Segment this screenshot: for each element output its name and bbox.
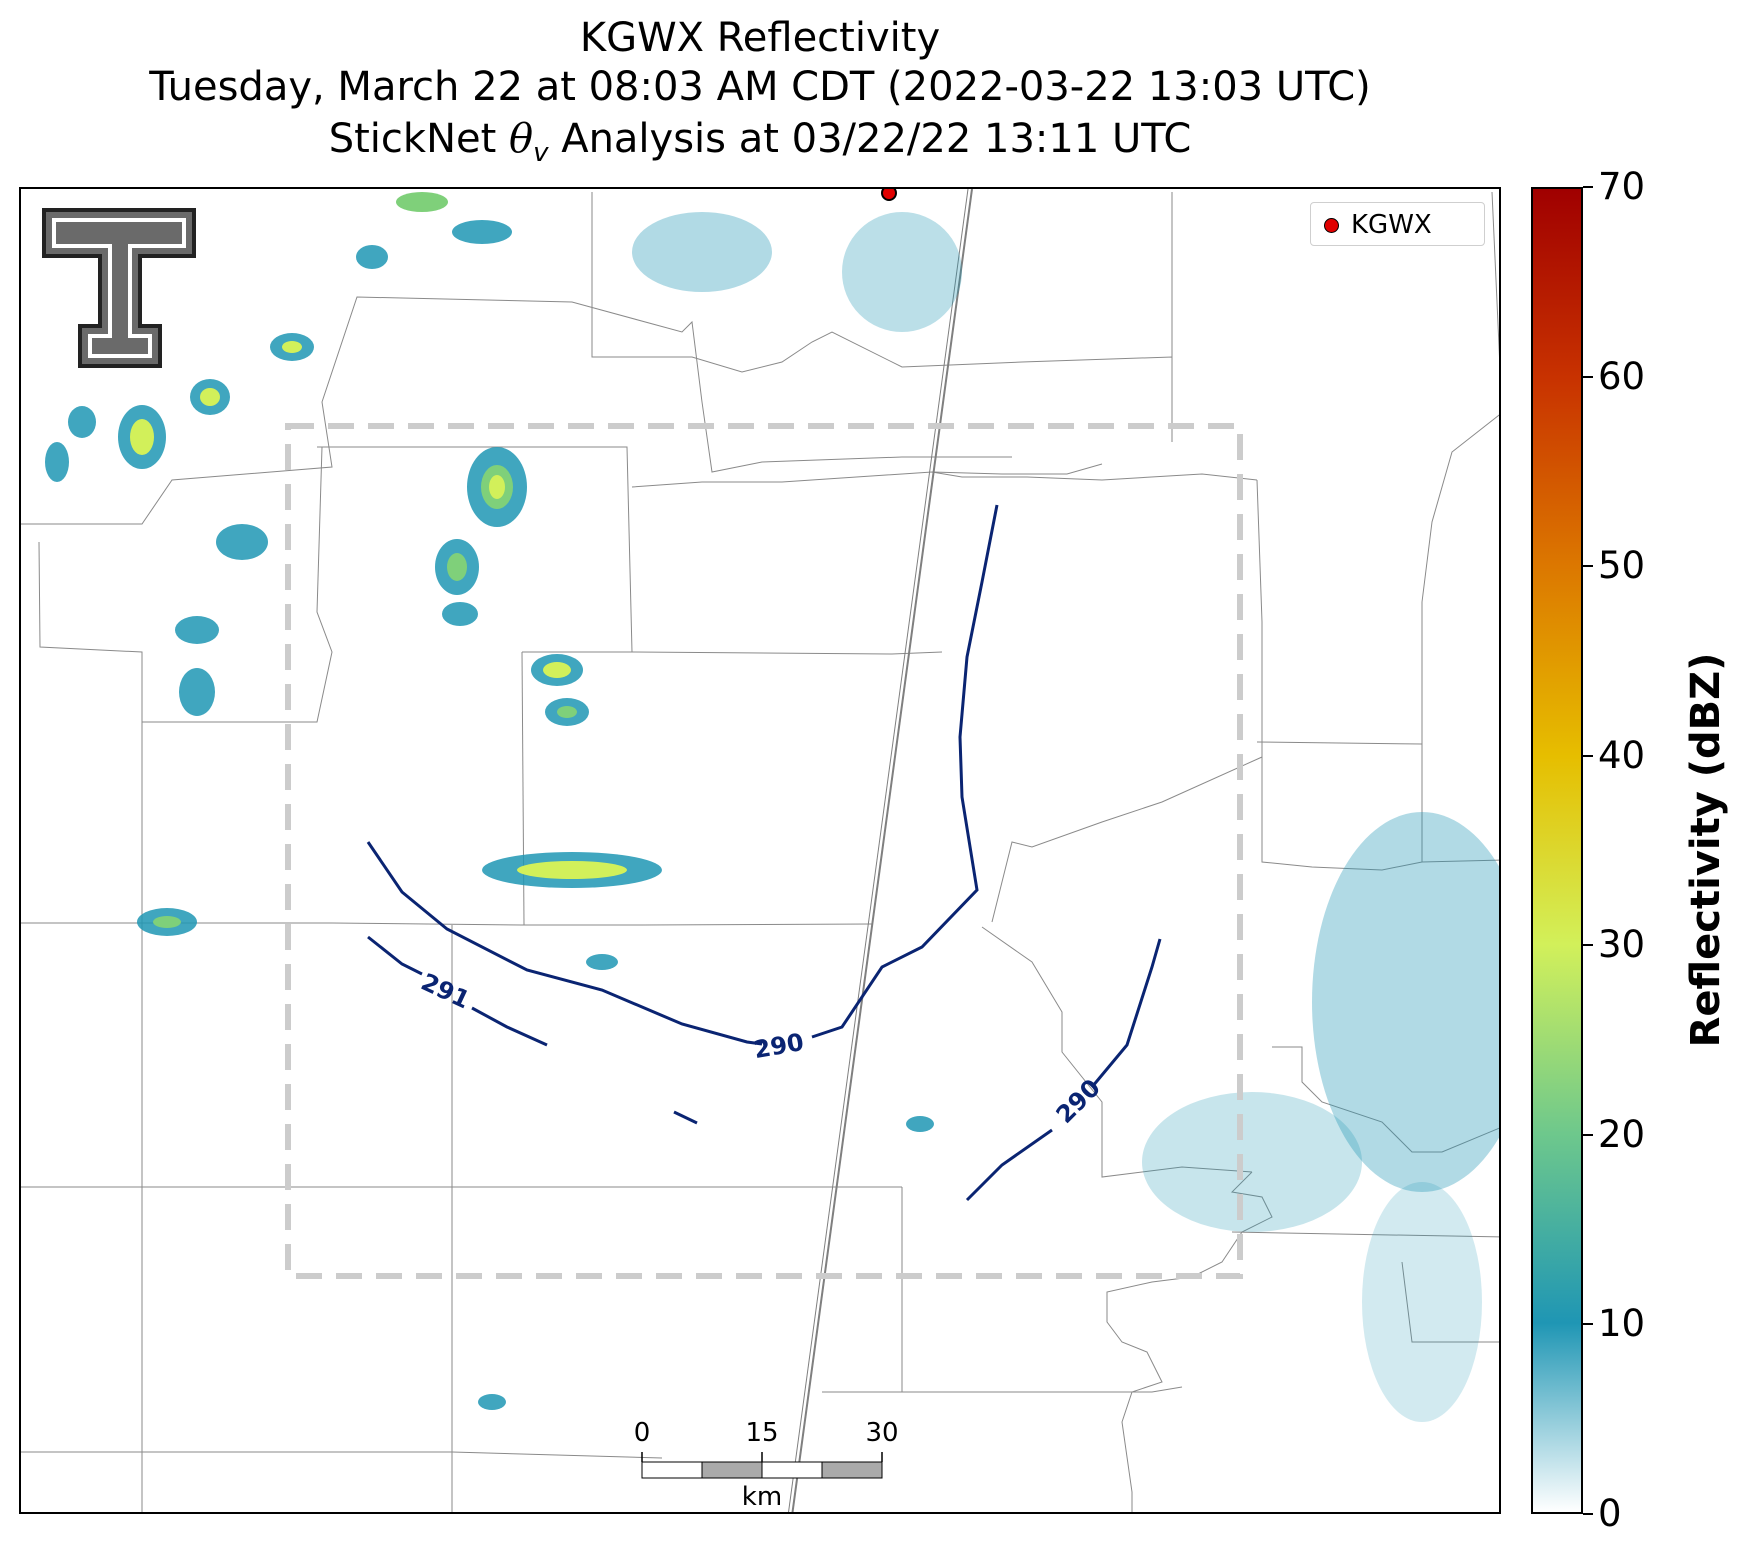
echo-cell bbox=[282, 341, 302, 353]
echo-cell bbox=[452, 220, 512, 244]
county-line bbox=[591, 192, 1173, 442]
colorbar-tick bbox=[1583, 565, 1593, 568]
scale-tick-0: 0 bbox=[633, 1418, 651, 1448]
colorbar-tick-label: 30 bbox=[1598, 923, 1646, 967]
scale-tick-15: 15 bbox=[745, 1418, 779, 1448]
theta-v-contours bbox=[366, 504, 1162, 1202]
analysis-suffix: Analysis at 03/22/22 13:11 UTC bbox=[548, 116, 1192, 162]
echo-cell bbox=[179, 668, 215, 716]
analysis-domain-box bbox=[285, 423, 1243, 1279]
echo-cell bbox=[517, 861, 627, 879]
county-line bbox=[1106, 1171, 1273, 1512]
colorbar-tick-label: 0 bbox=[1598, 1492, 1622, 1535]
echo-cell bbox=[586, 954, 618, 970]
county-line bbox=[317, 446, 633, 653]
map-subtitle-time: Tuesday, March 22 at 08:03 AM CDT (2022-… bbox=[149, 64, 1371, 110]
county-boundaries bbox=[21, 191, 1499, 1512]
county-line bbox=[1491, 191, 1499, 358]
theta-symbol: θ bbox=[509, 116, 534, 162]
reflectivity-echoes bbox=[45, 192, 1499, 1422]
colorbar-tick bbox=[1583, 1133, 1593, 1136]
scale-unit: km bbox=[741, 1482, 783, 1512]
echo-cell bbox=[396, 192, 448, 212]
echo-cell bbox=[478, 1394, 506, 1410]
colorbar-tick bbox=[1583, 186, 1593, 188]
contour-label-291: 291 bbox=[417, 968, 474, 1015]
theta-subscript: v bbox=[533, 138, 549, 168]
county-line bbox=[1272, 1046, 1499, 1153]
colorbar-tick-label: 70 bbox=[1598, 165, 1646, 208]
echo-cell bbox=[130, 419, 154, 455]
distance-scale-bar: 0 15 30 km bbox=[630, 1418, 899, 1518]
county-line bbox=[931, 471, 1258, 481]
echo-cell bbox=[1362, 1182, 1482, 1422]
echo-cell bbox=[447, 553, 467, 581]
county-line bbox=[901, 1187, 1183, 1393]
colorbar-tick-label: 50 bbox=[1598, 544, 1646, 588]
radar-map[interactable]: 291 290 290 bbox=[19, 187, 1501, 1514]
map-subtitle-analysis: StickNet θv Analysis at 03/22/22 13:11 U… bbox=[0, 116, 1520, 176]
contour-291-cont bbox=[471, 1006, 548, 1047]
echo-cell bbox=[442, 602, 478, 626]
county-line bbox=[1401, 1261, 1499, 1343]
echo-cell bbox=[153, 916, 181, 928]
county-line bbox=[631, 651, 943, 655]
county-line bbox=[1231, 1231, 1499, 1238]
colorbar-tick bbox=[1583, 375, 1593, 378]
colorbar-tick bbox=[1583, 1323, 1593, 1326]
colorbar-tick bbox=[1583, 1513, 1593, 1515]
echo-cell bbox=[68, 406, 96, 438]
county-line bbox=[1256, 414, 1499, 745]
county-line bbox=[38, 446, 333, 723]
echo-cell bbox=[557, 706, 577, 718]
colorbar-tick bbox=[1583, 754, 1593, 757]
colorbar-tick-label: 20 bbox=[1598, 1112, 1646, 1156]
scale-tick-30: 30 bbox=[865, 1418, 899, 1448]
contour-291 bbox=[367, 935, 423, 976]
reflectivity-colorbar bbox=[1531, 187, 1583, 1514]
echo-cell bbox=[543, 662, 571, 678]
county-line bbox=[1421, 744, 1499, 863]
highway-line bbox=[791, 189, 973, 1512]
echo-cell bbox=[175, 616, 219, 644]
county-line bbox=[21, 1451, 663, 1459]
county-line bbox=[991, 756, 1263, 923]
county-line bbox=[21, 922, 873, 926]
county-line bbox=[1256, 479, 1423, 871]
radar-marker-swatch bbox=[1324, 218, 1339, 233]
colorbar-tick-label: 40 bbox=[1598, 733, 1646, 777]
highway-line bbox=[788, 189, 969, 1512]
map-legend: KGWX bbox=[1310, 202, 1485, 246]
radar-site-marker[interactable] bbox=[881, 189, 897, 201]
echo-cell bbox=[632, 212, 772, 292]
echo-cell bbox=[356, 245, 388, 269]
echo-cell bbox=[45, 442, 69, 482]
analysis-prefix: StickNet bbox=[328, 116, 509, 162]
map-title: KGWX Reflectivity bbox=[579, 15, 941, 61]
contour-290-east-cont bbox=[1090, 938, 1162, 1088]
contour-290-east bbox=[965, 1128, 1053, 1202]
county-line bbox=[981, 926, 1253, 1178]
contour-fragment bbox=[673, 1110, 698, 1125]
colorbar-tick bbox=[1583, 944, 1593, 947]
echo-cell bbox=[1142, 1092, 1362, 1232]
contour-290-west bbox=[366, 841, 763, 1046]
echo-cell bbox=[489, 475, 505, 499]
interstate-highway bbox=[788, 189, 973, 1512]
county-line bbox=[631, 463, 1103, 488]
contour-290-west-cont bbox=[811, 504, 999, 1039]
echo-cell bbox=[216, 524, 268, 560]
map-canvas: 291 290 290 bbox=[21, 189, 1499, 1512]
legend-label: KGWX bbox=[1351, 210, 1432, 240]
colorbar-tick-label: 10 bbox=[1598, 1302, 1646, 1346]
echo-cell bbox=[200, 388, 220, 406]
echo-cell bbox=[842, 212, 962, 332]
university-logo bbox=[40, 206, 200, 390]
colorbar-title: Reflectivity (dBZ) bbox=[1683, 652, 1729, 1048]
colorbar-tick-label: 60 bbox=[1598, 354, 1646, 398]
echo-cell bbox=[906, 1116, 934, 1132]
county-line bbox=[21, 296, 1012, 525]
echo-cell bbox=[1312, 812, 1499, 1192]
contour-label-290-west: 290 bbox=[752, 1028, 806, 1064]
